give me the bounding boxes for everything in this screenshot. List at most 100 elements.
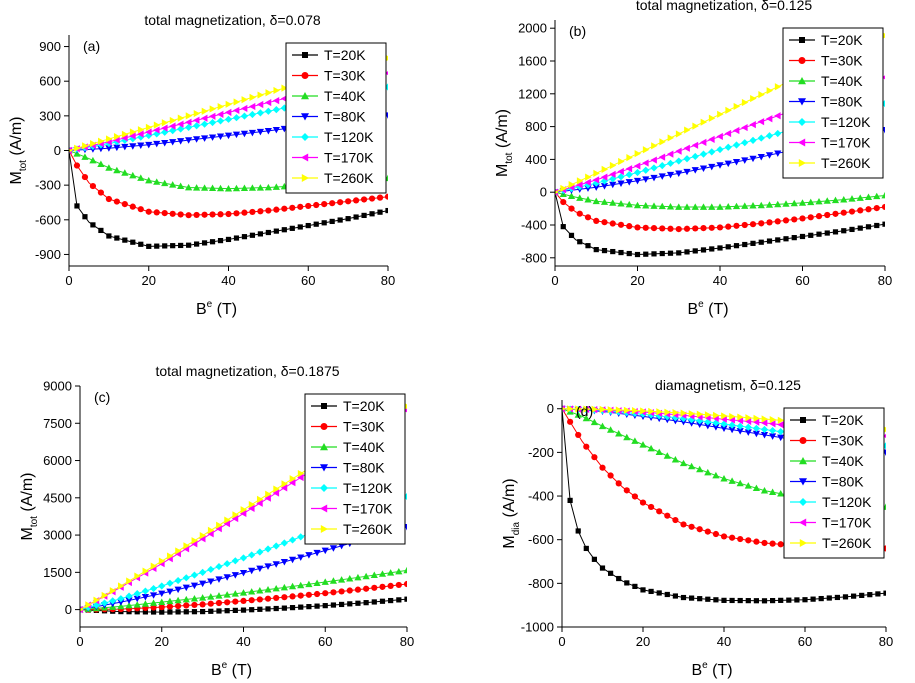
data-point xyxy=(777,541,784,548)
data-point xyxy=(683,203,691,210)
data-point xyxy=(684,126,691,134)
data-point xyxy=(769,426,777,435)
data-point xyxy=(74,144,81,152)
data-point xyxy=(667,250,674,256)
data-point xyxy=(249,232,256,238)
data-point xyxy=(834,594,840,601)
data-point xyxy=(191,537,199,545)
data-point xyxy=(121,143,129,151)
data-point xyxy=(289,204,296,211)
data-point xyxy=(692,122,699,130)
data-point xyxy=(656,408,663,416)
data-point xyxy=(585,243,591,249)
data-point xyxy=(601,219,608,226)
data-point xyxy=(153,178,161,185)
data-point xyxy=(231,590,239,597)
data-point xyxy=(757,154,765,161)
data-point xyxy=(857,225,863,231)
data-point xyxy=(790,199,798,207)
data-point xyxy=(741,202,749,209)
data-point xyxy=(741,98,749,107)
data-point xyxy=(708,148,716,156)
data-point xyxy=(193,109,201,118)
data-point xyxy=(618,249,624,256)
chart-panel-4: 0 20 40 60 80 -1000 -800 -600 -400 -200 0 diamagnet… xyxy=(501,377,893,679)
data-point xyxy=(137,142,145,150)
data-point xyxy=(826,595,832,601)
data-point xyxy=(567,192,576,200)
data-point xyxy=(725,244,731,250)
data-point xyxy=(625,165,633,173)
data-point xyxy=(217,103,225,111)
data-point xyxy=(338,542,346,550)
data-point xyxy=(696,421,704,429)
data-point xyxy=(272,489,280,497)
data-point xyxy=(256,100,264,109)
data-point xyxy=(305,580,313,588)
data-point xyxy=(264,545,272,553)
data-point xyxy=(575,405,582,413)
data-point xyxy=(199,580,207,588)
legend-marker xyxy=(320,525,328,533)
data-point xyxy=(770,597,776,604)
data-point xyxy=(265,89,272,97)
data-point xyxy=(704,528,711,535)
data-point xyxy=(149,592,158,599)
data-point xyxy=(289,593,296,600)
data-point xyxy=(199,594,207,601)
data-point xyxy=(177,211,184,218)
data-point xyxy=(207,593,215,600)
data-point xyxy=(117,582,125,590)
data-point xyxy=(150,604,157,611)
data-point xyxy=(125,601,133,609)
data-point xyxy=(625,179,633,186)
data-point xyxy=(395,581,402,589)
data-point xyxy=(129,203,136,210)
data-point xyxy=(113,198,120,205)
data-point xyxy=(248,102,256,111)
data-point xyxy=(193,211,200,219)
data-point xyxy=(704,411,712,419)
legend-box xyxy=(783,407,885,559)
data-point xyxy=(741,157,749,164)
data-point xyxy=(209,239,216,245)
data-point xyxy=(791,216,798,223)
data-point xyxy=(708,135,715,143)
data-point xyxy=(363,585,370,592)
data-point xyxy=(182,574,190,582)
data-point xyxy=(257,208,264,215)
data-point xyxy=(688,416,696,424)
data-point xyxy=(322,590,329,597)
data-point xyxy=(200,114,208,122)
data-point xyxy=(240,607,247,613)
data-point xyxy=(881,191,885,199)
data-point xyxy=(288,582,297,590)
data-point xyxy=(700,247,707,253)
data-point xyxy=(305,591,312,598)
data-point xyxy=(737,413,744,421)
legend-marker xyxy=(301,153,309,162)
data-point xyxy=(610,248,616,255)
data-point xyxy=(114,235,120,241)
data-point xyxy=(810,596,816,602)
x-tick-label: 20 xyxy=(636,634,650,649)
data-point xyxy=(741,123,748,132)
data-point xyxy=(273,86,280,95)
data-point xyxy=(615,406,623,414)
y-tick-label: 7500 xyxy=(43,416,72,431)
data-point xyxy=(774,112,781,120)
data-point xyxy=(816,231,822,237)
data-point xyxy=(232,598,239,605)
data-point xyxy=(403,580,407,588)
data-point xyxy=(832,210,839,217)
data-point xyxy=(126,577,133,585)
data-point xyxy=(679,459,688,467)
data-point xyxy=(709,246,715,252)
data-point xyxy=(193,116,200,124)
data-point xyxy=(223,591,231,598)
data-point xyxy=(199,601,206,608)
data-point xyxy=(574,411,582,418)
data-point xyxy=(752,430,760,438)
panel-label: (a) xyxy=(83,38,100,54)
data-point xyxy=(732,141,741,149)
